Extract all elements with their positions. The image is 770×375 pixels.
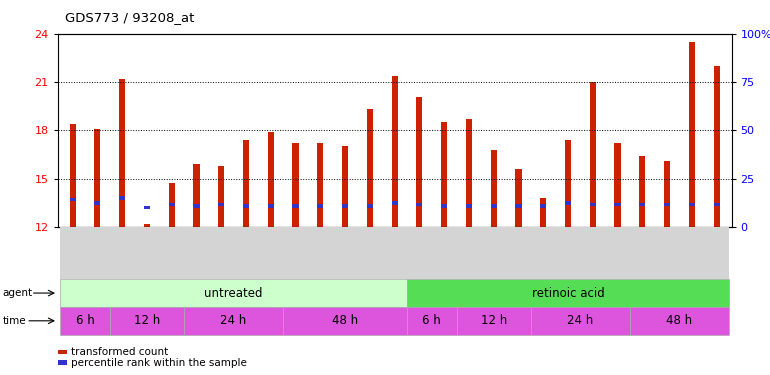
Bar [218, 202, 224, 206]
Bar [466, 119, 472, 227]
Bar [144, 206, 150, 209]
Bar [58, 350, 67, 354]
Text: retinoic acid: retinoic acid [531, 286, 604, 300]
Bar [590, 82, 596, 227]
Bar [614, 202, 621, 206]
Bar [630, 307, 729, 334]
Bar [317, 143, 323, 227]
Bar [515, 169, 521, 227]
Bar [342, 204, 348, 208]
Text: percentile rank within the sample: percentile rank within the sample [71, 358, 246, 368]
Bar [714, 66, 720, 227]
Text: 48 h: 48 h [332, 314, 358, 327]
Bar [689, 42, 695, 227]
Bar [69, 124, 75, 227]
Bar [184, 307, 283, 334]
Bar [60, 227, 729, 279]
Bar [417, 202, 423, 206]
Bar [441, 122, 447, 227]
Bar [218, 166, 224, 227]
Bar [367, 204, 373, 208]
Bar [283, 307, 407, 334]
Bar [243, 140, 249, 227]
Bar [407, 307, 457, 334]
Bar [391, 76, 398, 227]
Text: 6 h: 6 h [75, 314, 95, 327]
Bar [466, 204, 472, 208]
Text: 24 h: 24 h [567, 314, 594, 327]
Bar [515, 204, 521, 208]
Bar [144, 224, 150, 227]
Bar [407, 279, 729, 307]
Text: 12 h: 12 h [134, 314, 160, 327]
Text: untreated: untreated [204, 286, 263, 300]
Bar [540, 198, 547, 227]
Bar [367, 110, 373, 227]
Bar [94, 129, 100, 227]
Text: 12 h: 12 h [480, 314, 507, 327]
Bar [490, 204, 497, 208]
Bar [565, 201, 571, 204]
Bar [490, 150, 497, 227]
Bar [94, 201, 100, 204]
Bar [565, 140, 571, 227]
Bar [417, 96, 423, 227]
Bar [268, 132, 274, 227]
Bar [169, 183, 175, 227]
Text: transformed count: transformed count [71, 347, 168, 357]
Bar [531, 307, 630, 334]
Bar [69, 198, 75, 201]
Text: 6 h: 6 h [423, 314, 441, 327]
Bar [614, 143, 621, 227]
Bar [110, 307, 184, 334]
Bar [119, 79, 126, 227]
Bar [169, 202, 175, 206]
Bar [664, 202, 670, 206]
Bar [193, 204, 199, 208]
Text: 24 h: 24 h [220, 314, 246, 327]
Bar [243, 204, 249, 208]
Text: agent: agent [2, 288, 32, 298]
Bar [60, 279, 407, 307]
Bar [540, 204, 547, 208]
Bar [441, 204, 447, 208]
Bar [714, 202, 720, 206]
Bar [293, 204, 299, 208]
Bar [590, 202, 596, 206]
Bar [293, 143, 299, 227]
Bar [391, 201, 398, 204]
Bar [342, 146, 348, 227]
Bar [689, 202, 695, 206]
Bar [193, 164, 199, 227]
Bar [457, 307, 531, 334]
Bar [317, 204, 323, 208]
Bar [60, 307, 110, 334]
Text: time: time [2, 316, 26, 326]
Bar [639, 202, 645, 206]
Bar [639, 156, 645, 227]
Bar [268, 204, 274, 208]
Bar [58, 360, 67, 365]
Bar [664, 161, 670, 227]
Bar [119, 196, 126, 200]
Text: GDS773 / 93208_at: GDS773 / 93208_at [65, 11, 195, 24]
Text: 48 h: 48 h [666, 314, 692, 327]
